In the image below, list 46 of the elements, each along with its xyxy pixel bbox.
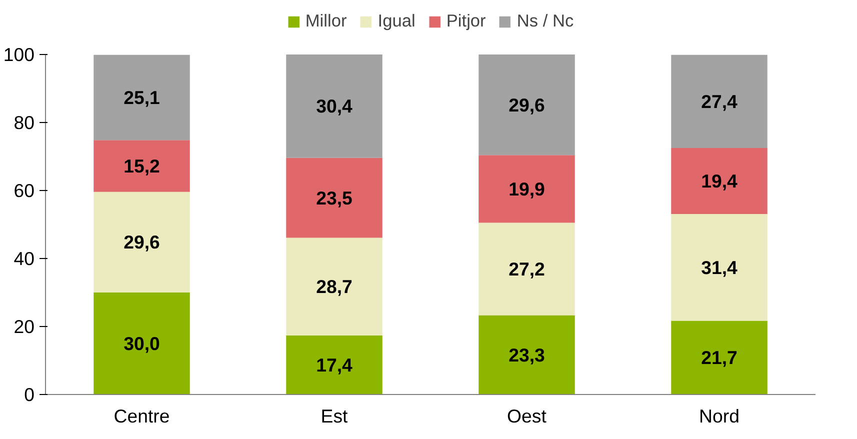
data-label: 19,4	[701, 170, 738, 192]
data-label: 15,2	[124, 156, 160, 177]
y-tick-label: 0	[24, 384, 35, 405]
legend-label: Igual	[378, 10, 416, 32]
legend-label: Ns / Nc	[516, 10, 574, 32]
data-label: 23,3	[508, 344, 545, 366]
bar	[286, 54, 382, 158]
data-label: 27,2	[508, 258, 545, 280]
bar	[671, 214, 768, 321]
bar	[478, 155, 575, 223]
bar	[94, 192, 190, 292]
bar	[94, 140, 190, 192]
bar	[478, 222, 575, 316]
bar	[286, 335, 382, 394]
x-tick-label: Est	[320, 406, 349, 426]
bar	[286, 238, 382, 336]
y-tick-label: 80	[14, 112, 35, 133]
bar	[671, 54, 768, 148]
y-tick-label: 100	[3, 44, 35, 65]
data-label: 21,7	[701, 347, 738, 368]
bar	[671, 148, 768, 214]
bar	[478, 315, 575, 394]
data-label: 25,1	[124, 87, 160, 108]
data-label: 30,0	[124, 333, 160, 354]
legend-label: Millor	[305, 10, 347, 32]
data-label: 17,4	[316, 354, 354, 376]
bar	[94, 292, 190, 394]
y-tick-label: 60	[14, 180, 35, 201]
data-label: 23,5	[316, 187, 352, 208]
data-label: 29,6	[508, 94, 545, 116]
bar	[94, 54, 190, 140]
bar	[478, 54, 575, 156]
data-label: 31,4	[701, 256, 738, 278]
y-tick-label: 20	[14, 316, 35, 337]
y-tick-label: 40	[14, 248, 35, 269]
bar	[286, 158, 382, 238]
x-tick-label: Oest	[507, 406, 548, 426]
data-label: 28,7	[316, 276, 352, 298]
data-label: 19,9	[508, 178, 545, 200]
data-label: 27,4	[701, 90, 738, 112]
bar	[671, 320, 768, 394]
x-tick-label: Centre	[114, 406, 170, 426]
x-tick-label: Nord	[699, 406, 740, 426]
legend-label: Pitjor	[446, 10, 486, 32]
data-label: 30,4	[316, 96, 354, 117]
data-label: 29,6	[124, 232, 160, 253]
